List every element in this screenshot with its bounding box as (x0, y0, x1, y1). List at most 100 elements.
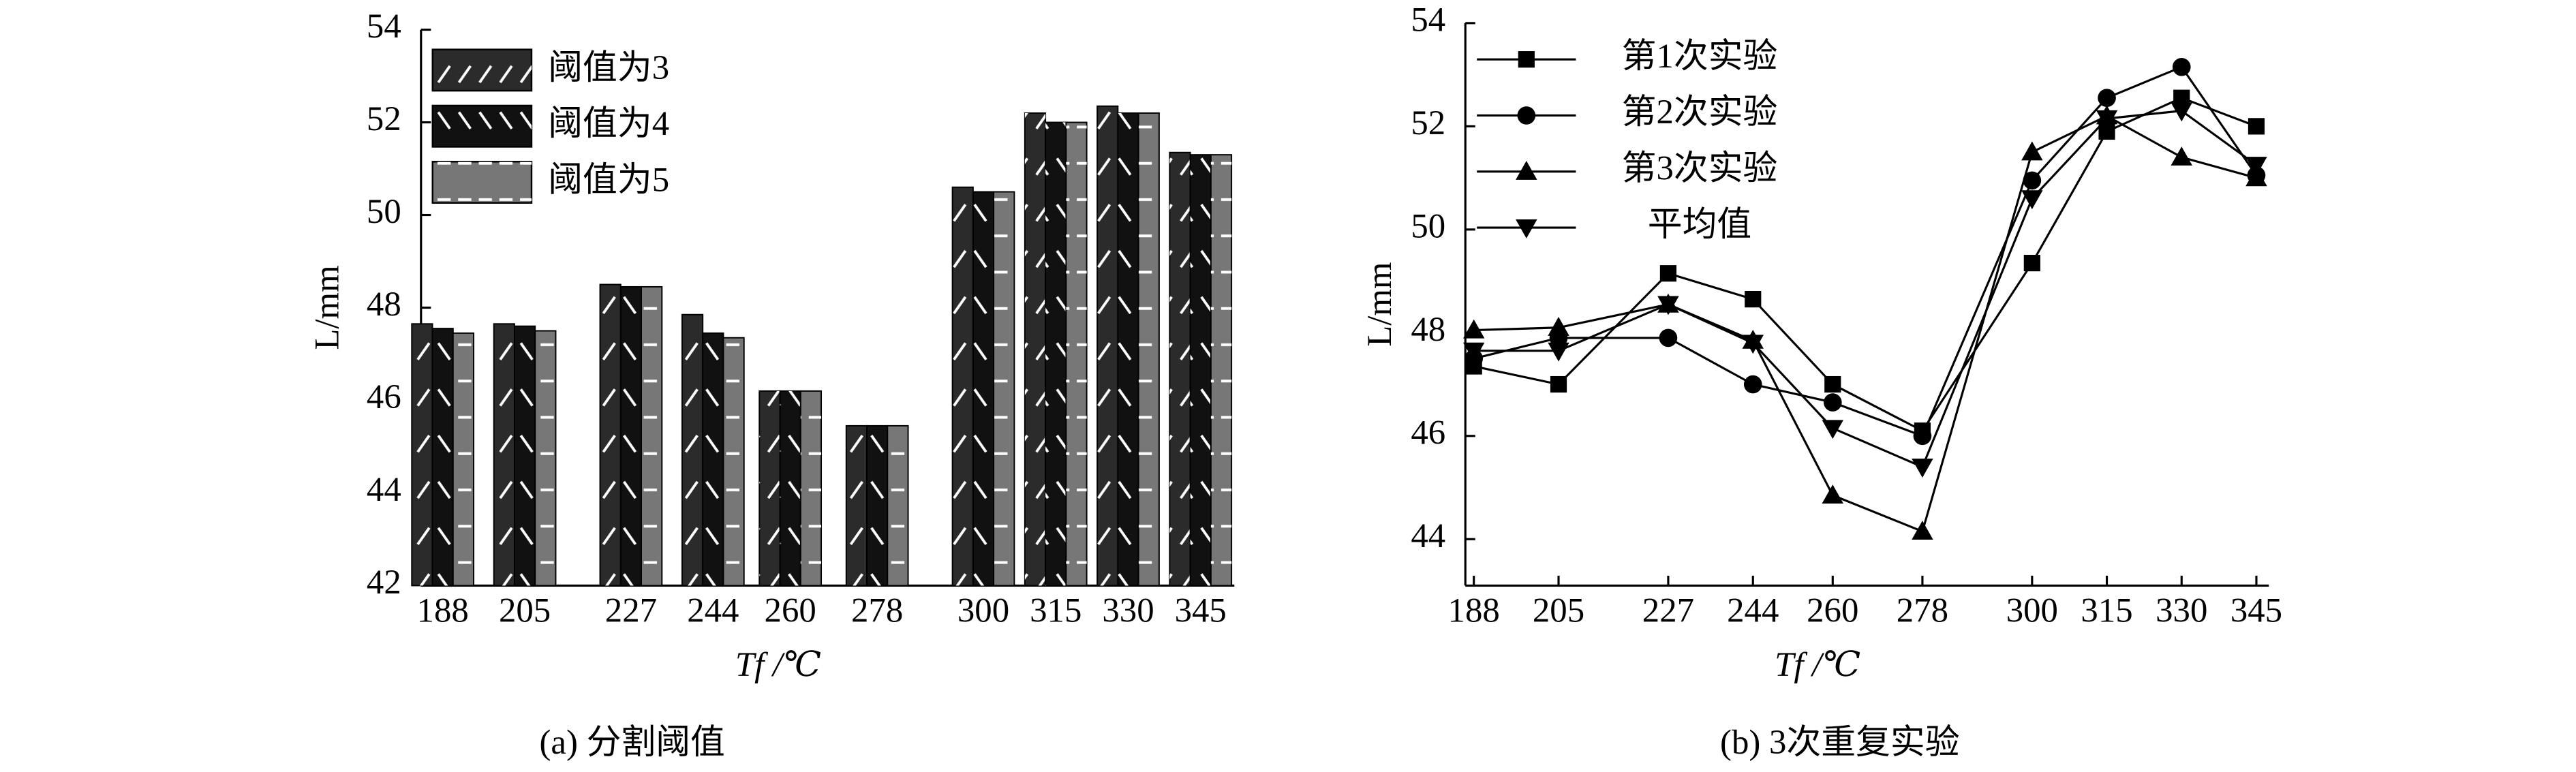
caption: (a) 分割阈值 (539, 723, 724, 761)
legend-label: 阈值为3 (548, 48, 669, 87)
marker (1550, 375, 1567, 393)
x-tick-label: 300 (957, 591, 1009, 629)
marker (2171, 146, 2192, 166)
marker (1548, 317, 1569, 336)
bar-hatch (514, 326, 536, 586)
y-tick-label: 50 (1411, 207, 1445, 245)
bar-hatch (1169, 152, 1191, 586)
bar-hatch (800, 390, 822, 586)
y-tick-label: 46 (1411, 413, 1445, 451)
marker (2021, 141, 2043, 161)
x-tick-label: 330 (1102, 591, 1154, 629)
bar-hatch (432, 328, 453, 586)
marker (2098, 89, 2116, 108)
bar-hatch (535, 330, 556, 586)
bar-hatch (780, 390, 801, 586)
bar-hatch (1210, 155, 1232, 586)
bar-hatch (1066, 122, 1087, 586)
marker (1822, 484, 1844, 504)
legend-marker (1516, 161, 1537, 180)
marker (1742, 335, 1764, 354)
bar-hatch (1138, 112, 1159, 586)
bar-hatch (887, 425, 908, 586)
y-tick-label: 54 (1411, 1, 1445, 39)
bar-hatch (1024, 112, 1046, 586)
y-tick-label: 48 (1411, 310, 1445, 348)
legend-label: 第1次实验 (1622, 37, 1778, 75)
line (1473, 97, 2257, 433)
caption: (b) 3次重复实验 (1720, 723, 1960, 761)
legend-swatch-hatch (432, 105, 532, 147)
x-tick-label: 244 (1727, 591, 1779, 629)
legend-swatch-hatch (432, 161, 532, 203)
x-tick-label: 205 (1533, 591, 1584, 629)
bar-hatch (412, 324, 433, 586)
bar-hatch (641, 286, 662, 586)
bar-hatch (723, 337, 744, 586)
y-axis-label: L/mm (307, 265, 346, 350)
line (1473, 110, 2257, 469)
x-tick-label: 278 (851, 591, 903, 629)
x-tick-label: 188 (417, 591, 469, 629)
x-tick-label: 244 (687, 591, 739, 629)
x-tick-label: 227 (1642, 591, 1694, 629)
x-tick-label: 260 (765, 591, 816, 629)
y-tick-label: 42 (367, 563, 401, 601)
bar-hatch (600, 284, 621, 586)
bar-hatch (994, 191, 1015, 586)
bar-hatch (1045, 122, 1067, 586)
legend-label: 阈值为5 (548, 160, 669, 198)
line (1473, 114, 2257, 534)
y-tick-label: 52 (1411, 104, 1445, 142)
bar-hatch (703, 333, 724, 586)
x-tick-label: 205 (499, 591, 551, 629)
y-tick-label: 52 (367, 99, 401, 138)
legend-label: 第3次实验 (1622, 149, 1778, 187)
bar-hatch (1190, 155, 1211, 586)
x-tick-label: 315 (1030, 591, 1082, 629)
y-tick-label: 44 (367, 470, 401, 508)
bar-hatch (846, 425, 868, 586)
x-tick-label: 260 (1807, 591, 1858, 629)
bar-hatch (759, 390, 780, 586)
legend-label: 阈值为4 (548, 104, 669, 142)
marker (1548, 342, 1569, 362)
legend-marker (1516, 219, 1537, 238)
marker (1912, 521, 1933, 540)
marker (2023, 254, 2040, 272)
marker (1659, 265, 1677, 282)
x-tick-label: 278 (1897, 591, 1948, 629)
marker (1743, 375, 1762, 394)
marker (1462, 342, 1485, 362)
legend-label: 平均值 (1648, 205, 1751, 243)
marker (2172, 57, 2191, 76)
bar-hatch (620, 286, 642, 586)
y-tick-label: 48 (367, 285, 401, 323)
marker (1659, 328, 1678, 348)
line (1473, 65, 2258, 437)
x-tick-label: 345 (2230, 591, 2282, 629)
bar-hatch (952, 187, 973, 586)
marker (1745, 290, 1762, 308)
bar-hatch (1097, 106, 1118, 586)
marker (2245, 167, 2267, 187)
legend-swatch-hatch (432, 49, 532, 91)
x-tick-label: 345 (1175, 591, 1227, 629)
x-tick-label: 315 (2081, 591, 2132, 629)
x-tick-label: 300 (2006, 591, 2058, 629)
y-tick-label: 50 (367, 192, 401, 230)
bar-hatch (493, 324, 515, 586)
x-tick-label: 188 (1448, 591, 1500, 629)
bar-hatch (453, 333, 474, 586)
y-tick-label: 44 (1411, 516, 1445, 555)
marker (1824, 375, 1841, 393)
x-tick-label: 227 (605, 591, 657, 629)
marker (2171, 102, 2192, 122)
marker (2021, 190, 2043, 210)
legend-marker (1518, 51, 1535, 68)
marker (1822, 420, 1844, 439)
marker (2023, 171, 2042, 190)
marker (1823, 393, 1842, 412)
